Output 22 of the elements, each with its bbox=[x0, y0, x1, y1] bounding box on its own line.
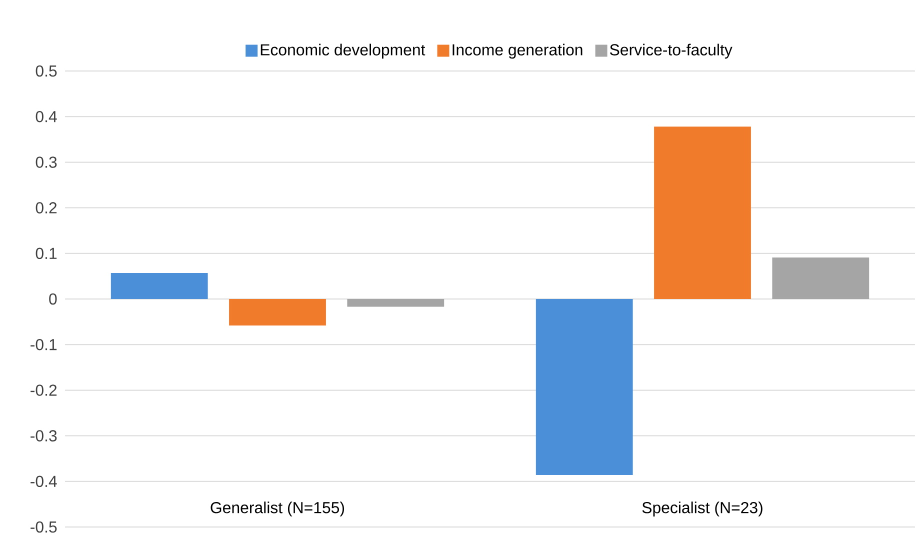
bar bbox=[229, 299, 326, 326]
y-tick-label: 0.4 bbox=[36, 110, 57, 122]
y-tick-label: -0.5 bbox=[30, 521, 57, 533]
y-tick-label: -0.4 bbox=[30, 476, 57, 488]
bar bbox=[772, 258, 870, 299]
bar bbox=[110, 273, 208, 299]
bar bbox=[536, 299, 633, 476]
legend-label: Income generation bbox=[452, 44, 582, 59]
legend-label: Economic development bbox=[260, 44, 426, 59]
bar bbox=[347, 299, 444, 307]
y-tick-label: -0.1 bbox=[30, 338, 57, 350]
x-tick-label: Generalist (N=155) bbox=[210, 502, 344, 516]
x-tick-label: Specialist (N=23) bbox=[642, 502, 762, 516]
bar bbox=[654, 126, 751, 299]
y-tick-label: 0.2 bbox=[36, 202, 57, 214]
y-tick-label: 0.1 bbox=[36, 248, 57, 260]
y-tick-label: -0.3 bbox=[30, 430, 57, 442]
y-tick-label: 0.3 bbox=[36, 156, 57, 168]
y-tick-label: -0.2 bbox=[30, 384, 57, 396]
y-tick-label: 0 bbox=[49, 293, 57, 305]
legend-label: Service-to-faculty bbox=[610, 44, 732, 59]
y-tick-label: 0.5 bbox=[36, 65, 57, 77]
